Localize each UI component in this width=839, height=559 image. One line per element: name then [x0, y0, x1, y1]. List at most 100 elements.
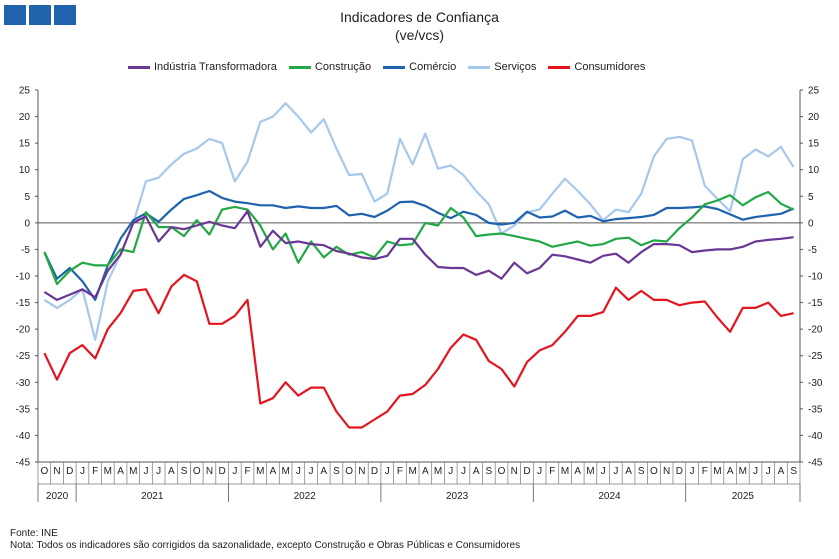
month-tick-label: M	[129, 466, 137, 477]
y-tick-label-right: -5	[808, 245, 817, 256]
y-tick-label-left: 15	[19, 139, 31, 150]
footer-source: Fonte: INE	[10, 528, 58, 539]
month-tick-label: M	[256, 466, 264, 477]
month-tick-label: F	[244, 466, 250, 477]
y-tick-label-left: -45	[16, 458, 31, 469]
legend-label: Indústria Transformadora	[154, 61, 277, 73]
y-tick-label-left: 0	[24, 218, 30, 229]
month-tick-label: M	[739, 466, 747, 477]
legend-label: Comércio	[409, 61, 457, 73]
y-tick-label-left: -40	[16, 431, 31, 442]
month-tick-label: D	[523, 466, 530, 477]
month-tick-label: D	[676, 466, 683, 477]
year-label: 2021	[141, 491, 164, 502]
y-tick-label-left: -20	[16, 325, 31, 336]
month-tick-label: N	[206, 466, 213, 477]
legend-item-servicos: Serviços	[468, 61, 536, 73]
series-line-comercio	[43, 189, 795, 301]
month-tick-label: S	[333, 466, 340, 477]
legend-swatch	[548, 65, 571, 69]
month-tick-label: A	[574, 466, 581, 477]
month-tick-label: N	[53, 466, 60, 477]
month-tick-label: J	[766, 466, 771, 477]
month-tick-label: M	[408, 466, 416, 477]
month-tick-label: F	[702, 466, 708, 477]
month-tick-label: N	[511, 466, 518, 477]
month-tick-label: J	[537, 466, 542, 477]
y-tick-label-right: 15	[808, 139, 820, 150]
year-label: 2025	[732, 491, 755, 502]
series-line-construcao	[43, 190, 795, 286]
month-tick-label: J	[309, 466, 314, 477]
month-tick-label: J	[601, 466, 606, 477]
month-tick-label: A	[473, 466, 480, 477]
month-tick-label: D	[66, 466, 73, 477]
y-tick-label-left: -25	[16, 351, 31, 362]
y-tick-label-left: 20	[19, 112, 31, 123]
month-tick-label: J	[385, 466, 390, 477]
logo-block-1	[4, 5, 26, 25]
y-tick-label-left: -30	[16, 378, 31, 389]
legend-swatch	[468, 65, 491, 69]
year-label: 2024	[598, 491, 621, 502]
month-tick-label: J	[753, 466, 758, 477]
month-tick-label: M	[561, 466, 569, 477]
legend-swatch	[383, 65, 406, 69]
y-tick-label-right: -15	[808, 298, 823, 309]
month-tick-label: J	[461, 466, 466, 477]
month-tick-label: F	[92, 466, 98, 477]
month-tick-label: J	[143, 466, 148, 477]
month-tick-label: A	[727, 466, 734, 477]
month-tick-label: S	[181, 466, 188, 477]
legend-label: Construção	[314, 61, 372, 73]
month-tick-label: D	[371, 466, 378, 477]
month-tick-label: S	[638, 466, 645, 477]
legend-item-comercio: Comércio	[383, 61, 456, 73]
month-tick-label: A	[117, 466, 124, 477]
month-tick-label: O	[40, 466, 48, 477]
chart-legend: Indústria Transformadora Construção Comérc…	[128, 61, 645, 73]
month-tick-label: J	[613, 466, 618, 477]
month-tick-label: O	[193, 466, 201, 477]
month-tick-label: A	[625, 466, 632, 477]
month-tick-label: S	[486, 466, 493, 477]
month-tick-label: N	[663, 466, 670, 477]
y-tick-label-right: -10	[808, 272, 823, 283]
month-tick-label: J	[232, 466, 237, 477]
y-tick-label-right: 20	[808, 112, 820, 123]
month-tick-label: A	[168, 466, 175, 477]
legend-swatch	[288, 65, 311, 69]
month-tick-label: M	[713, 466, 721, 477]
logo-block-2	[29, 5, 51, 25]
series-line-industria-transformadora	[43, 210, 794, 301]
logo-block-3	[54, 5, 76, 25]
month-tick-label: J	[156, 466, 161, 477]
legend-item-consumidores: Consumidores	[548, 61, 645, 73]
month-tick-label: N	[358, 466, 365, 477]
y-tick-label-right: -45	[808, 458, 823, 469]
series-line-servicos	[43, 102, 795, 341]
legend-swatch	[128, 65, 150, 69]
ine-logo	[4, 5, 76, 25]
month-tick-label: J	[296, 466, 301, 477]
month-tick-label: J	[690, 466, 695, 477]
month-tick-label: A	[320, 466, 327, 477]
month-tick-label: J	[448, 466, 453, 477]
legend-item-industria-transformadora: Indústria Transformadora	[128, 61, 277, 73]
legend-item-construcao: Construção	[288, 61, 372, 73]
chart-subtitle: (ve/vcs)	[395, 27, 444, 43]
chart-title: Indicadores de Confiança	[340, 9, 499, 25]
series-line-consumidores	[43, 273, 794, 429]
month-tick-label: S	[790, 466, 797, 477]
y-tick-label-right: -30	[808, 378, 823, 389]
y-tick-label-left: -15	[16, 298, 31, 309]
month-tick-label: J	[80, 466, 85, 477]
year-label: 2022	[294, 491, 317, 502]
month-tick-label: O	[345, 466, 353, 477]
legend-label: Serviços	[494, 61, 537, 73]
year-label: 2023	[446, 491, 469, 502]
month-tick-label: M	[434, 466, 442, 477]
month-tick-label: D	[219, 466, 226, 477]
y-tick-label-left: 10	[19, 165, 31, 176]
